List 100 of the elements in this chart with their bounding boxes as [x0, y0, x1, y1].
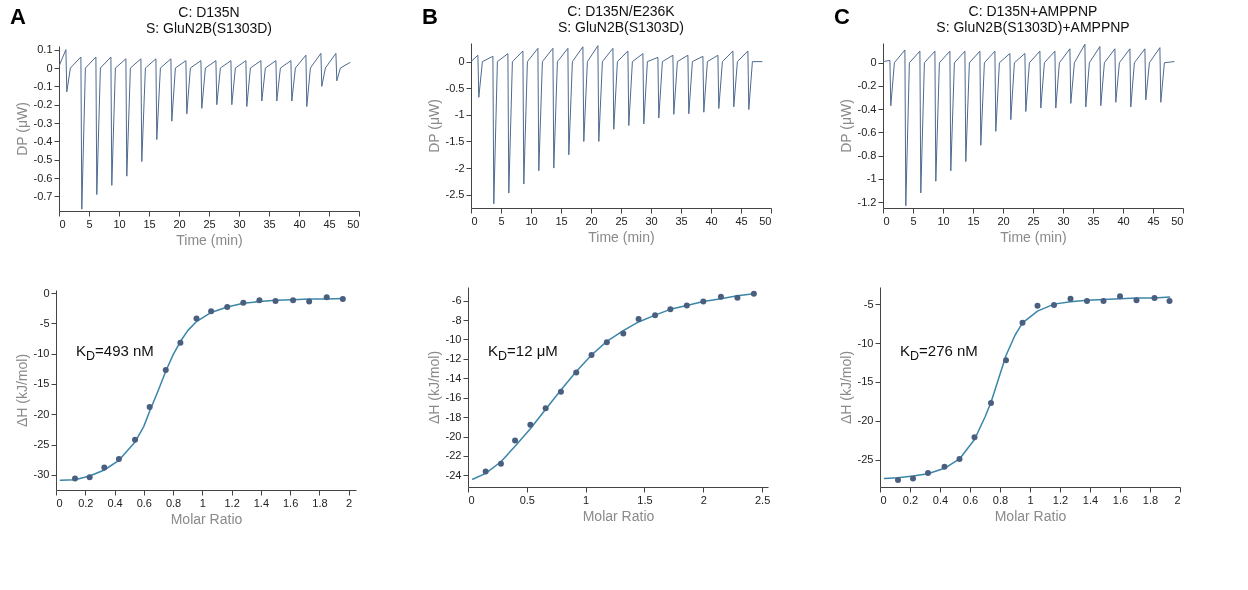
x-tick-label: 35 — [263, 217, 276, 230]
point — [683, 302, 690, 309]
x-tick-label: 50 — [759, 214, 772, 227]
y-tick-label: -6 — [451, 294, 462, 307]
x-tick-label: 1.5 — [637, 493, 653, 506]
x-tick-label: 35 — [675, 214, 688, 227]
point — [101, 464, 108, 471]
x-tick-label: 0 — [471, 214, 478, 227]
x-tick-label: 50 — [347, 217, 360, 230]
x-tick-label: 20 — [585, 214, 598, 227]
point — [272, 297, 279, 304]
y-tick-label: -14 — [445, 371, 462, 384]
point — [306, 298, 313, 305]
x-tick-label: 25 — [203, 217, 216, 230]
x-tick-label: 5 — [910, 214, 917, 227]
point — [750, 290, 757, 297]
y-tick-label: -2 — [454, 161, 465, 174]
x-tick-label: 0.2 — [78, 496, 94, 509]
point — [925, 470, 931, 476]
x-tick-label: 45 — [1147, 214, 1160, 227]
y-tick-label: -5 — [39, 316, 50, 329]
y-tick-label: -24 — [445, 468, 462, 481]
y-tick-label: -0.6 — [857, 125, 877, 138]
x-axis-title: Molar Ratio — [582, 507, 655, 524]
point — [1003, 357, 1009, 364]
x-tick-label: 1 — [199, 496, 206, 509]
point — [1133, 297, 1140, 304]
point — [224, 303, 231, 310]
point — [512, 437, 519, 444]
y-tick-label: -0.5 — [445, 81, 465, 94]
point — [717, 293, 724, 300]
point — [86, 474, 93, 481]
y-tick-label: 0 — [870, 56, 877, 69]
point — [482, 468, 489, 475]
point — [72, 475, 79, 482]
chart-title: C: D135N — [178, 3, 240, 20]
point — [193, 315, 200, 322]
y-tick-label: -1.2 — [857, 195, 877, 208]
y-tick-label: -20 — [33, 407, 50, 420]
point — [734, 294, 741, 301]
point — [1034, 302, 1041, 309]
x-tick-label: 10 — [937, 214, 950, 227]
point — [1100, 298, 1107, 304]
x-tick-label: 1 — [1027, 493, 1034, 506]
point — [667, 306, 674, 313]
point — [115, 456, 122, 463]
y-tick-label: -15 — [33, 377, 50, 390]
line-series — [471, 45, 763, 205]
x-tick-label: 0.5 — [519, 493, 535, 506]
y-axis-title: ΔH (kJ/mol) — [13, 353, 30, 428]
x-tick-label: 35 — [1087, 214, 1100, 227]
x-tick-label: 20 — [997, 214, 1010, 227]
x-tick-label: 20 — [173, 217, 186, 230]
y-tick-label: -20 — [445, 430, 462, 443]
y-tick-label: -25 — [33, 438, 50, 451]
y-tick-label: -15 — [857, 375, 874, 388]
point — [497, 460, 504, 467]
y-tick-label: -0.1 — [33, 79, 53, 92]
x-tick-label: 0.6 — [962, 493, 979, 506]
point — [1117, 293, 1123, 300]
x-tick-label: 1.2 — [224, 496, 240, 509]
x-tick-label: 1.6 — [283, 496, 299, 509]
x-tick-label: 1.4 — [253, 496, 270, 509]
x-tick-label: 45 — [735, 214, 748, 227]
y-tick-label: -10 — [857, 336, 874, 349]
y-tick-label: -1 — [454, 108, 465, 121]
y-tick-label: -16 — [445, 391, 462, 404]
x-tick-label: 25 — [615, 214, 628, 227]
x-tick-label: 2 — [346, 496, 353, 509]
x-tick-label: 15 — [143, 217, 156, 230]
point — [1019, 319, 1026, 326]
chart-title: C: D135N/E236K — [567, 3, 676, 19]
x-tick-label: 0 — [468, 493, 475, 506]
x-axis-title: Time (min) — [176, 231, 243, 248]
x-tick-label: 2 — [700, 493, 707, 506]
point — [588, 351, 595, 358]
x-tick-label: 0.2 — [902, 493, 919, 506]
y-tick-label: -20 — [857, 414, 874, 427]
point — [527, 421, 534, 428]
point — [132, 436, 139, 443]
y-tick-label: -22 — [445, 449, 462, 462]
x-tick-label: 0 — [883, 214, 890, 227]
x-axis-title: Molar Ratio — [170, 510, 243, 527]
x-tick-label: 45 — [323, 217, 336, 230]
annotation: K$_{D}$=276 nM — [900, 342, 978, 363]
point — [910, 475, 916, 482]
point — [177, 339, 184, 346]
x-tick-label: 15 — [967, 214, 980, 227]
point — [1051, 301, 1057, 308]
y-tick-label: -0.5 — [33, 153, 53, 166]
x-tick-label: 1 — [583, 493, 590, 506]
y-tick-label: 0 — [46, 61, 53, 74]
point — [146, 403, 153, 410]
y-axis-title: ΔH (kJ/mol) — [837, 350, 854, 425]
point — [1166, 298, 1173, 304]
x-axis-title: Time (min) — [588, 228, 655, 245]
x-tick-label: 0.4 — [107, 496, 123, 509]
y-tick-label: -12 — [445, 352, 462, 365]
y-tick-label: -0.2 — [857, 79, 877, 92]
point — [557, 388, 564, 395]
